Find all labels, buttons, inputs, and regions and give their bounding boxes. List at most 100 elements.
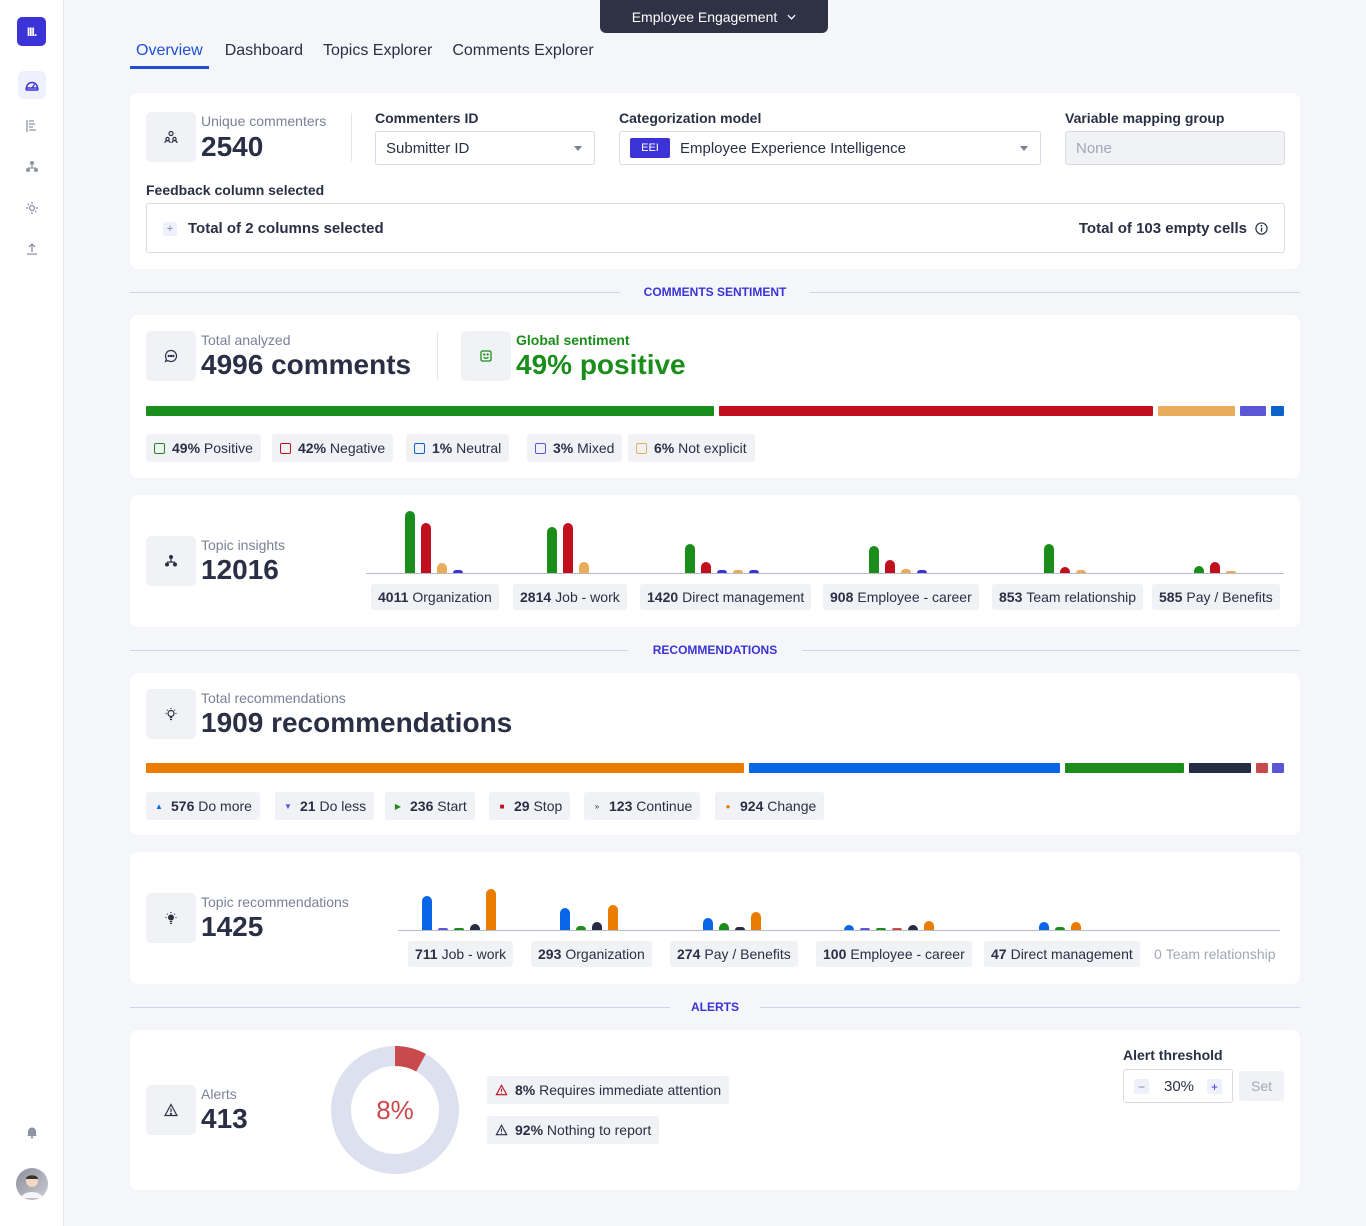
sentiment-face-icon [535,442,546,454]
divider [351,113,352,161]
sentiment-distribution-bar [146,406,1284,416]
commenters-id-select[interactable]: Submitter ID [375,131,595,165]
topic-label-employee-career[interactable]: 908 Employee - career [823,584,979,610]
topic-label-job-work[interactable]: 711 Job - work [408,941,514,967]
variable-mapping-field[interactable]: None [1065,131,1285,165]
sentiment-bar-segment-not-explicit [1158,406,1235,416]
gear-nav-icon[interactable] [18,194,46,222]
bell-icon[interactable] [18,1118,46,1146]
topic-recommendation-bar [1055,927,1065,930]
topic-label-organization[interactable]: 293 Organization [531,941,652,967]
topic-label-organization[interactable]: 4011 Organization [371,584,499,610]
requires-attention-pill[interactable]: 8% Requires immediate attention [487,1076,730,1104]
sentiment-bar-segment-neutral [1271,406,1284,416]
topic-recommendation-bar [1071,922,1081,930]
sentiment-pill-mixed[interactable]: 3% Mixed [527,434,623,462]
recommendation-pill-do-less[interactable]: ▼ 21 Do less [275,792,375,820]
sentiment-pill-negative[interactable]: 42% Negative [272,434,394,462]
topic-label-job-work[interactable]: 2814 Job - work [513,584,627,610]
lightbulb-icon [146,689,196,739]
list-nav-icon[interactable] [18,112,46,140]
topic-insight-bar [405,511,415,573]
recommendation-bar-segment [146,763,744,773]
sentiment-pill-pct: 3% [553,440,574,456]
topic-label-team-relationship[interactable]: 853 Team relationship [992,584,1144,610]
recommendation-pill-text: 29 Stop [514,798,562,814]
chart-baseline [366,573,1284,574]
tab-comments-explorer[interactable]: Comments Explorer [452,42,594,59]
recommendation-bar-segment [1065,763,1184,773]
global-sentiment-label: Global sentiment [516,332,630,348]
unique-commenters-value: 2540 [201,131,264,162]
minus-button[interactable]: − [1134,1079,1149,1094]
sentiment-pill-text: 42% Negative [298,440,385,456]
topic-recommendation-bar [486,889,496,930]
upload-nav-icon[interactable] [18,235,46,263]
recommendation-bar-segment [1256,763,1268,773]
sentiment-bar-segment-negative [719,406,1153,416]
alerts-value: 413 [201,1103,248,1134]
alert-threshold-stepper[interactable]: − 30% + [1123,1069,1233,1103]
donut-alert-arc [331,1046,459,1174]
categorization-value: Employee Experience Intelligence [680,139,906,157]
topic-label-team-relationship[interactable]: 0 Team relationship [1147,941,1283,967]
topic-count: 908 [830,589,854,605]
tab-overview[interactable]: Overview [130,38,209,69]
alerts-donut-chart: 8% [331,1046,459,1174]
topic-label-direct-management[interactable]: 1420 Direct management [640,584,812,610]
sentiment-pill-label: Neutral [452,440,502,456]
recommendation-pill-text: 21 Do less [300,798,366,814]
expand-icon[interactable]: + [163,222,177,236]
sentiment-bar-segment-positive [146,406,714,416]
project-switcher[interactable]: Employee Engagement [600,0,828,33]
topic-insights-value: 12016 [201,554,279,585]
topic-label-pay-benefits[interactable]: 274 Pay / Benefits [670,941,798,967]
recommendation-pill-stop[interactable]: ■ 29 Stop [489,792,571,820]
app-logo[interactable]: III. [17,17,46,46]
recommendation-bar-segment [749,763,1060,773]
info-icon[interactable] [1255,222,1268,235]
plus-button[interactable]: + [1207,1079,1222,1094]
topic-label-pay-benefits[interactable]: 585 Pay / Benefits [1152,584,1280,610]
topic-label-employee-career[interactable]: 100 Employee - career [816,941,972,967]
dashboard-nav-icon[interactable] [18,71,46,99]
threshold-value[interactable]: 30% [1163,1078,1195,1095]
feedback-column-box[interactable]: + Total of 2 columns selected Total of 1… [146,203,1285,253]
tab-topics-explorer[interactable]: Topics Explorer [322,42,433,59]
categorization-select[interactable]: EEI Employee Experience Intelligence [619,131,1041,165]
play-icon: ▶ [394,801,402,811]
sentiment-face-icon [280,442,291,454]
topic-label-direct-management[interactable]: 47 Direct management [984,941,1140,967]
recommendation-pill-continue[interactable]: » 123 Continue [584,792,701,820]
sentiment-pill-neutral[interactable]: 1% Neutral [406,434,510,462]
sentiment-pill-text: 3% Mixed [553,440,614,456]
recommendation-pill-do-more[interactable]: ▲ 576 Do more [146,792,260,820]
main-tabs: Overview Dashboard Topics Explorer Comme… [130,38,608,69]
recommendation-pill-label: Start [433,798,467,814]
topic-count: 585 [1159,589,1183,605]
hierarchy-nav-icon[interactable] [18,153,46,181]
recommendations-distribution-bar [146,763,1284,773]
sentiment-bar-segment-mixed [1240,406,1266,416]
recommendation-pill-start[interactable]: ▶ 236 Start [385,792,475,820]
section-title-text: COMMENTS SENTIMENT [643,285,787,299]
topic-recommendation-bar [844,925,854,930]
topic-name: Team relationship [1026,589,1137,605]
topic-name: Direct management [682,589,805,605]
topic-recommendation-bar [454,928,464,930]
nothing-to-report-pill[interactable]: 92% Nothing to report [487,1116,660,1144]
set-button[interactable]: Set [1239,1071,1284,1101]
avatar[interactable] [16,1168,48,1200]
total-recommendations-label: Total recommendations [201,690,346,706]
recommendation-pill-change[interactable]: ● 924 Change [715,792,825,820]
topic-insights-label: Topic insights [201,537,286,553]
recommendation-pill-count: 29 [514,798,530,814]
topic-insight-bar [869,546,879,573]
topic-recommendations-value: 1425 [201,911,264,942]
sentiment-pill-not-explicit[interactable]: 6% Not explicit [628,434,755,462]
sentiment-pill-positive[interactable]: 49% Positive [146,434,261,462]
comment-icon [146,331,196,381]
recommendation-pill-text: 576 Do more [171,798,252,814]
topic-count: 100 [823,946,847,962]
tab-dashboard[interactable]: Dashboard [224,42,303,59]
